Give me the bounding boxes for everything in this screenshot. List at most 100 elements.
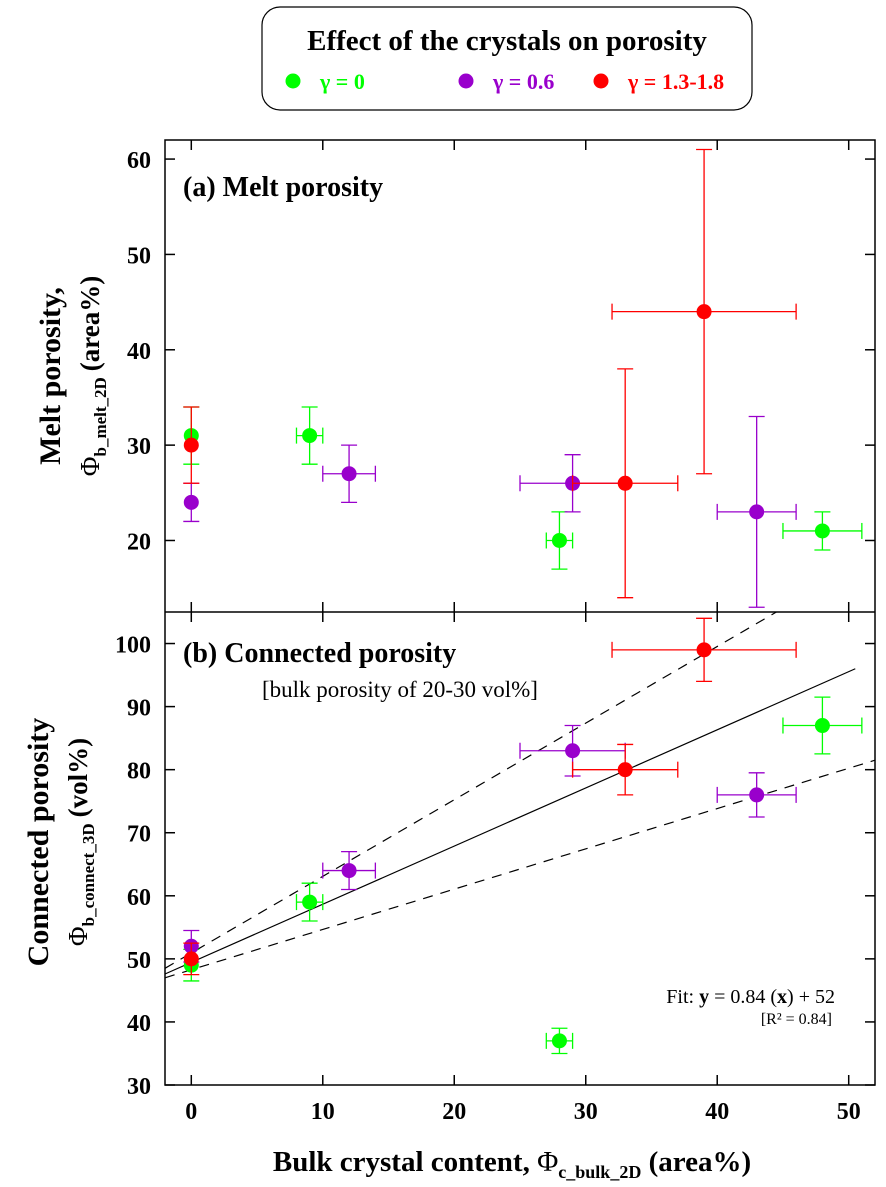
data-point	[551, 532, 567, 548]
y-axis-label-a: Melt porosity,	[34, 287, 67, 465]
x-tick-label: 40	[705, 1099, 729, 1125]
fit-suffix: ) + 52	[787, 986, 835, 1008]
x-axis-ticks: 0 10 20 30 40 50	[185, 140, 861, 1125]
y-tick-label-a: 20	[127, 529, 151, 555]
y-tick-label-b: 80	[127, 759, 151, 785]
data-point-group	[295, 406, 324, 465]
confidence-upper-line	[164, 611, 777, 969]
legend-frame	[261, 6, 753, 111]
data-point-group	[611, 617, 797, 683]
data-point	[183, 437, 199, 453]
data-points-a	[183, 148, 863, 608]
legend-marker	[593, 73, 609, 89]
data-point	[696, 642, 712, 658]
y-tick-label-b: 70	[127, 822, 151, 848]
data-point-group	[545, 511, 574, 570]
fit-mid: = 0.84 (	[709, 986, 777, 1008]
x-tick-label: 0	[185, 1099, 197, 1125]
data-point	[565, 743, 581, 759]
data-point	[696, 304, 712, 320]
x-axis-label: Bulk crystal content, Φc_bulk_2D (area%)	[273, 1146, 751, 1182]
data-point	[814, 523, 830, 539]
confidence-lower-line	[164, 759, 876, 979]
data-point-group	[295, 882, 324, 922]
y-tick-label-a: 30	[127, 434, 151, 460]
legend-marker	[285, 73, 301, 89]
y-axis-ticks-a: 20 30 40 50 60	[127, 148, 875, 555]
data-point	[341, 466, 357, 482]
data-point	[183, 494, 199, 510]
data-point	[341, 863, 357, 879]
fit-line	[164, 668, 856, 975]
data-point	[617, 762, 633, 778]
panel-connected-porosity: 30 40 50 60 70 80 90 100 0 10 20 30 40 50 (b) Connec…	[22, 140, 876, 1182]
y-axis-sub-b: b_connect_3D	[79, 823, 98, 926]
panel-b-title: (b) Connected porosity	[183, 638, 456, 669]
y-tick-label-a: 60	[127, 148, 151, 174]
fit-r2: [R² = 0.84]	[761, 1011, 832, 1028]
x-tick-label: 20	[442, 1099, 466, 1125]
legend-title: Effect of the crystals on porosity	[307, 25, 707, 57]
data-point-group	[571, 368, 679, 599]
y-tick-label-a: 40	[127, 339, 151, 365]
x-tick-label: 30	[574, 1099, 598, 1125]
x-axis-phi: Φ	[537, 1146, 558, 1178]
legend-label: γ = 0.6	[492, 69, 554, 94]
data-point-group	[183, 482, 200, 523]
data-point-group	[322, 444, 377, 503]
y-tick-label-b: 30	[127, 1074, 151, 1100]
data-point	[749, 787, 765, 803]
data-point	[302, 894, 318, 910]
x-axis-label-main: Bulk crystal content,	[273, 1146, 537, 1178]
y-axis-label-a-main: Melt porosity,	[34, 287, 67, 465]
y-axis-unit-b: (vol%)	[63, 738, 93, 817]
y-axis-label-b-main: Connected porosity	[22, 718, 55, 967]
data-point	[617, 475, 633, 491]
data-point	[183, 951, 199, 967]
y-tick-label-b: 40	[127, 1011, 151, 1037]
panel-melt-porosity: 20 30 40 50 60 (a) Melt porosity Melt porosi…	[34, 148, 875, 608]
y-tick-label-b: 100	[115, 633, 151, 659]
x-tick-label: 50	[837, 1099, 861, 1125]
x-axis-sub: c_bulk_2D	[558, 1162, 641, 1182]
data-point-group	[183, 406, 200, 484]
data-point-group	[611, 148, 797, 475]
legend-marker	[458, 73, 474, 89]
legend: Effect of the crystals on porosity γ = 0…	[261, 6, 753, 111]
data-point-group	[782, 511, 863, 551]
y-tick-label-b: 90	[127, 696, 151, 722]
data-point-group	[545, 1027, 574, 1055]
data-point	[551, 1033, 567, 1049]
panel-a-title: (a) Melt porosity	[183, 172, 383, 203]
y-tick-label-b: 60	[127, 885, 151, 911]
y-axis-phi-b: Φ	[63, 926, 93, 946]
data-point-group	[782, 696, 863, 755]
y-axis-phi-a: Φ	[75, 457, 105, 477]
panel-b-subtitle: [bulk porosity of 20-30 vol%]	[262, 677, 538, 702]
y-tick-label-b: 50	[127, 948, 151, 974]
x-axis-unit: (area%)	[641, 1146, 751, 1178]
data-point	[814, 718, 830, 734]
fit-y: y	[699, 986, 709, 1008]
legend-label: γ = 1.3-1.8	[627, 69, 724, 94]
data-point	[302, 428, 318, 444]
data-point-group	[716, 772, 797, 818]
legend-items: γ = 0 γ = 0.6 γ = 1.3-1.8	[285, 69, 724, 94]
y-axis-symbol-b: Φb_connect_3D (vol%)	[63, 738, 98, 946]
y-axis-ticks-b: 30 40 50 60 70 80 90 100	[115, 633, 875, 1100]
y-axis-label-b: Connected porosity	[22, 718, 55, 967]
data-points-b	[183, 617, 863, 1055]
y-axis-unit-a: (area%)	[75, 276, 105, 371]
x-tick-label: 10	[311, 1099, 335, 1125]
data-point-group	[571, 743, 679, 796]
data-point-group	[716, 415, 797, 608]
y-axis-sub-a: b_melt_2D	[91, 377, 110, 456]
data-point	[749, 504, 765, 520]
y-axis-symbol-a: Φb_melt_2D (area%)	[75, 276, 110, 477]
fit-equation: Fit: y = 0.84 (x) + 52	[666, 986, 835, 1008]
data-point-group	[322, 851, 377, 891]
fit-prefix: Fit:	[666, 986, 699, 1008]
fit-x: x	[777, 986, 787, 1008]
legend-label: γ = 0	[319, 69, 365, 94]
